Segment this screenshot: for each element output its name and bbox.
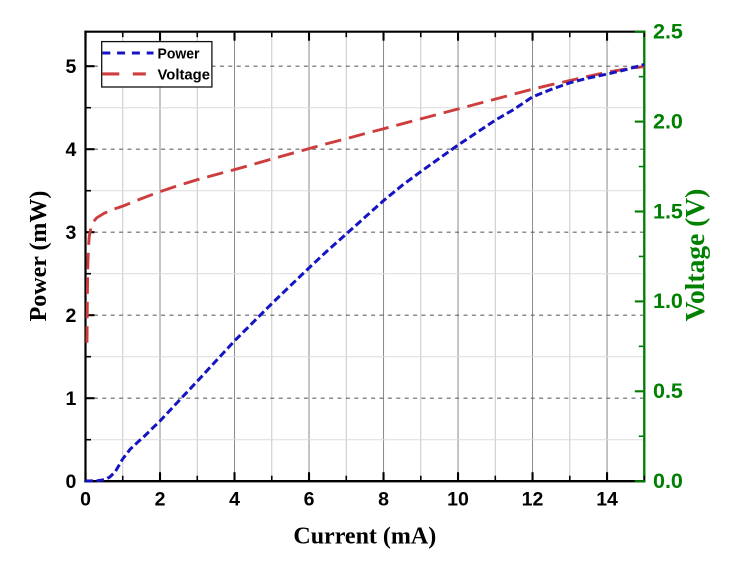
svg-text:4: 4 <box>229 489 240 511</box>
svg-text:2.0: 2.0 <box>653 109 683 133</box>
svg-text:10: 10 <box>447 489 469 511</box>
svg-text:2: 2 <box>155 489 166 511</box>
svg-text:Voltage (V): Voltage (V) <box>679 189 710 322</box>
svg-text:5: 5 <box>65 56 76 78</box>
svg-text:1: 1 <box>65 388 76 410</box>
svg-text:Current (mA): Current (mA) <box>293 524 436 550</box>
svg-text:6: 6 <box>304 489 315 511</box>
svg-text:Power: Power <box>158 46 200 63</box>
svg-text:0.0: 0.0 <box>653 469 683 493</box>
svg-text:1.0: 1.0 <box>653 289 683 313</box>
svg-text:4: 4 <box>65 139 76 161</box>
svg-text:0.5: 0.5 <box>653 379 683 403</box>
svg-text:1.5: 1.5 <box>653 199 683 223</box>
svg-text:2.5: 2.5 <box>653 20 683 44</box>
svg-text:Voltage: Voltage <box>158 66 211 83</box>
svg-text:0: 0 <box>80 489 91 511</box>
svg-text:Power (mW): Power (mW) <box>26 191 52 322</box>
svg-text:3: 3 <box>65 222 76 244</box>
svg-text:8: 8 <box>378 489 389 511</box>
svg-text:12: 12 <box>522 489 544 511</box>
svg-text:14: 14 <box>596 489 618 511</box>
svg-text:2: 2 <box>65 305 76 327</box>
svg-text:0: 0 <box>65 471 76 493</box>
